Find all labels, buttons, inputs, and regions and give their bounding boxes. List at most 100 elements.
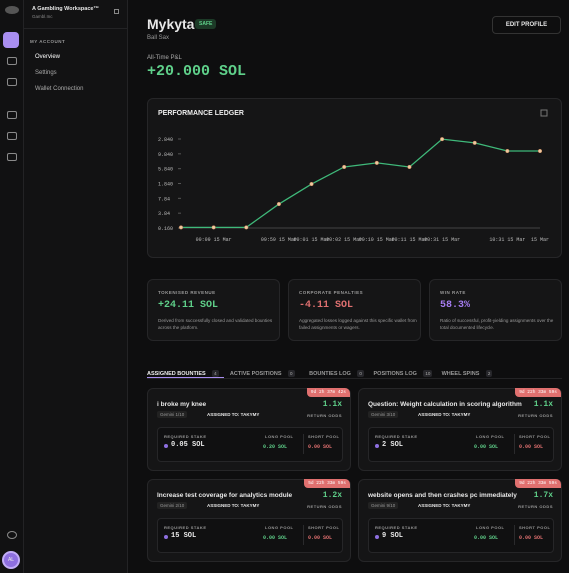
tab-label: ACTIVE POSITIONS — [229, 371, 282, 377]
stake-label: REQUIRED STAKE — [164, 434, 207, 439]
subtitle: Ball Sax — [147, 35, 170, 41]
expand-icon[interactable] — [540, 109, 548, 117]
short-label: SHORT POOL — [519, 434, 551, 439]
short-value: 0.00 SOL — [308, 444, 333, 450]
nav-icon[interactable] — [7, 153, 17, 161]
pnl-label: All-Time P&L — [147, 55, 182, 61]
logo — [5, 6, 19, 14]
stake-value: 9 SOL — [382, 532, 404, 540]
timer: 9d 22h 33m 59s — [515, 479, 561, 488]
settings-icon[interactable] — [7, 531, 17, 539]
nav-icon[interactable] — [7, 111, 17, 119]
model: Gemini 9/10 — [368, 502, 399, 509]
y-tick-label: 1.840 — [158, 182, 173, 188]
section-label: MY ACCOUNT — [30, 39, 66, 44]
stake-value: 0.05 SOL — [171, 441, 205, 449]
odds-label: RETURN ODDS — [518, 413, 553, 418]
tab-label: POSITIONS LOG — [373, 371, 417, 377]
long-value: 0.20 SOL — [263, 444, 288, 450]
stat-value: +24.11 SOL — [158, 300, 219, 311]
long-label: LONG POOL — [476, 434, 505, 439]
x-tick-label: 00:31 15 Mar — [424, 237, 460, 243]
tab[interactable]: BOUNTIES LOG 0 — [309, 362, 367, 378]
timer: 5d 22h 33m 59s — [304, 479, 350, 488]
stake-label: REQUIRED STAKE — [375, 434, 418, 439]
stake-box: REQUIRED STAKE 15 SOL LONG POOL 0.00 SOL… — [157, 518, 343, 553]
divider — [303, 434, 304, 454]
stake-box: REQUIRED STAKE 0.05 SOL LONG POOL 0.20 S… — [157, 427, 343, 462]
nav-item[interactable]: Overview — [35, 54, 61, 60]
long-value: 0.00 SOL — [263, 535, 288, 541]
bounty-card[interactable]: 9d 2h 37m 42s i broke my knee 1.1x Gemin… — [147, 388, 351, 471]
odds: 1.2x — [322, 491, 342, 500]
odds: 1.1x — [322, 400, 342, 409]
stat-desc: Ratio of successful, profit-yielding ass… — [440, 318, 554, 330]
point — [309, 181, 314, 187]
nav-icon[interactable] — [7, 57, 17, 65]
y-tick-label: 7.84 — [158, 196, 170, 202]
short-value: 0.00 SOL — [308, 535, 333, 541]
stat-desc: Derived from successfully closed and val… — [158, 318, 273, 330]
stake-box: REQUIRED STAKE 2 SOL LONG POOL 0.00 SOL … — [368, 427, 554, 462]
short-label: SHORT POOL — [308, 525, 340, 530]
card-title: Increase test coverage for analytics mod… — [157, 492, 293, 499]
stake-box: REQUIRED STAKE 9 SOL LONG POOL 0.00 SOL … — [368, 518, 554, 553]
tab[interactable]: ACTIVE POSITIONS 0 — [230, 362, 303, 378]
pnl-value: +20.000 SOL — [147, 63, 247, 80]
short-label: SHORT POOL — [308, 434, 340, 439]
point — [244, 225, 249, 230]
y-tick-label: 9.840 — [158, 152, 173, 158]
profile-name: Mykyta — [147, 16, 195, 32]
divider — [514, 434, 515, 454]
short-value: 0.00 SOL — [519, 535, 544, 541]
external-link[interactable] — [114, 9, 119, 14]
tab-count: 10 — [423, 370, 433, 377]
long-label: LONG POOL — [265, 525, 294, 530]
tab[interactable]: ASSIGNED BOUNTIES 4 — [147, 362, 224, 378]
y-tick-label: 0.160 — [158, 226, 173, 232]
chart-panel: PERFORMANCE LEDGER 0.160 3.84 7.84 1.840 5.8… — [147, 98, 562, 258]
short-value: 0.00 SOL — [519, 444, 544, 450]
long-value: 0.00 SOL — [474, 444, 499, 450]
timer: 9d 22h 33m 59s — [515, 388, 561, 397]
bounty-card[interactable]: 5d 22h 33m 59s Increase test coverage fo… — [147, 479, 351, 562]
bounty-card[interactable]: 9d 22h 33m 59s website opens and then cr… — [358, 479, 562, 562]
avatar[interactable]: AL — [2, 551, 20, 569]
card-title: Question: Weight calculation in scoring … — [368, 401, 522, 408]
x-tick-label: 10:31 15 Mar — [489, 237, 525, 243]
bounty-card[interactable]: 9d 22h 33m 59s Question: Weight calculat… — [358, 388, 562, 471]
tab-label: BOUNTIES LOG — [309, 371, 351, 377]
divider — [24, 28, 128, 29]
assigned: ASSIGNED TO: TAKYMY — [418, 412, 471, 417]
nav-icon[interactable] — [7, 132, 17, 140]
x-tick-label: 00:11 15 Mar — [391, 237, 427, 243]
nav-icon[interactable] — [7, 78, 17, 86]
divider — [147, 378, 562, 379]
y-tick-label: 2.840 — [158, 137, 173, 143]
tab-label: ASSIGNED BOUNTIES — [147, 371, 206, 377]
point — [342, 164, 347, 170]
nav-icon-active[interactable] — [3, 32, 19, 48]
point — [472, 140, 477, 145]
x-tick-label: 00:02 15 Mar — [326, 237, 362, 243]
odds-label: RETURN ODDS — [307, 504, 342, 509]
chart: PERFORMANCE LEDGER 0.160 3.84 7.84 1.840 5.8… — [158, 109, 549, 243]
tab[interactable]: WHEEL SPINS 2 — [442, 362, 497, 378]
nav-item[interactable]: Settings — [35, 70, 57, 76]
company: Gambl.Inc — [32, 14, 53, 19]
long-label: LONG POOL — [265, 434, 294, 439]
tab-count: 0 — [357, 370, 364, 377]
stat-value: 58.3% — [440, 300, 471, 311]
assigned: ASSIGNED TO: TAKYMY — [207, 503, 260, 508]
model: Gemini 3/10 — [368, 411, 399, 418]
nav-item[interactable]: Wallet Connection — [35, 86, 84, 92]
edit-profile-button[interactable]: EDIT PROFILE — [492, 16, 561, 34]
account-panel: A Gambling Workspace™ Gambl.Inc MY ACCOU… — [24, 0, 128, 573]
long-label: LONG POOL — [476, 525, 505, 530]
tab[interactable]: POSITIONS LOG 10 — [374, 362, 436, 378]
tab-count: 0 — [288, 370, 295, 377]
long-value: 0.00 SOL — [474, 535, 499, 541]
x-tick-label: 00:09 15 Mar — [196, 237, 232, 243]
point — [440, 137, 445, 142]
stat-label: CORPORATE PENALTIES — [299, 290, 364, 295]
